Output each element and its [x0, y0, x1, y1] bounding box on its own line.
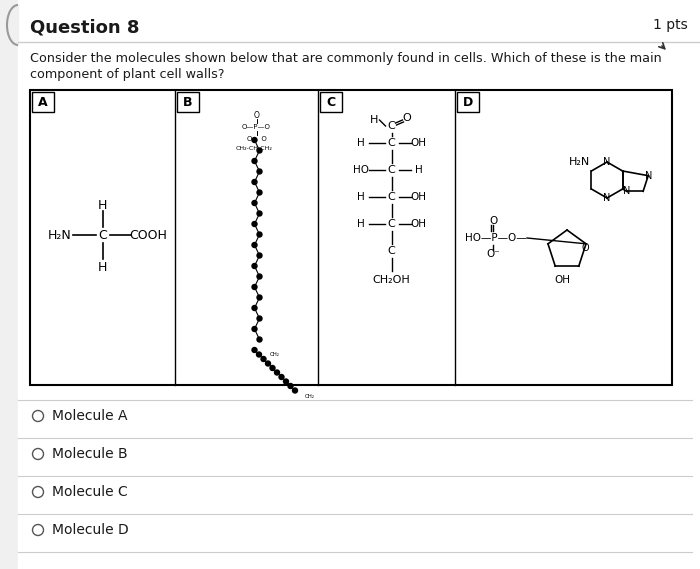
Text: Molecule B: Molecule B — [52, 447, 127, 461]
Circle shape — [274, 370, 279, 375]
Circle shape — [257, 316, 262, 321]
Text: OH: OH — [410, 138, 426, 148]
Text: C: C — [388, 165, 395, 175]
Text: Molecule A: Molecule A — [52, 409, 127, 423]
Circle shape — [256, 352, 262, 357]
Text: C: C — [388, 219, 395, 229]
Circle shape — [293, 388, 297, 393]
Circle shape — [288, 384, 293, 389]
Text: N: N — [623, 186, 631, 196]
Circle shape — [257, 337, 262, 342]
Text: C: C — [98, 229, 107, 241]
Text: H: H — [356, 138, 365, 148]
Circle shape — [261, 357, 266, 361]
Circle shape — [32, 448, 43, 460]
Bar — [457, 92, 479, 112]
Circle shape — [252, 327, 257, 332]
Bar — [30, 90, 672, 385]
Text: O—P—O: O—P—O — [242, 124, 271, 130]
Circle shape — [252, 306, 257, 311]
Text: A: A — [38, 96, 48, 109]
Text: H: H — [356, 219, 365, 229]
Text: CH₂-CH-CH₂: CH₂-CH-CH₂ — [236, 146, 273, 150]
Text: COOH: COOH — [130, 229, 167, 241]
Text: H: H — [356, 192, 365, 202]
Text: H: H — [98, 199, 107, 212]
Circle shape — [252, 348, 257, 353]
Text: O: O — [253, 110, 260, 119]
Circle shape — [257, 274, 262, 279]
Text: HO: HO — [353, 165, 368, 175]
Circle shape — [32, 486, 43, 497]
Text: C: C — [388, 121, 395, 131]
Circle shape — [257, 253, 262, 258]
Circle shape — [257, 295, 262, 300]
Bar — [320, 92, 342, 112]
Circle shape — [32, 410, 43, 422]
Text: O: O — [402, 113, 411, 123]
Text: OH: OH — [410, 192, 426, 202]
Text: O    O: O O — [246, 136, 267, 142]
Text: B: B — [183, 96, 192, 109]
Circle shape — [252, 242, 257, 248]
Circle shape — [252, 263, 257, 269]
Text: H: H — [98, 261, 107, 274]
Text: D: D — [463, 96, 473, 109]
Text: H: H — [370, 115, 379, 125]
Text: N: N — [603, 193, 610, 203]
Text: CH₂: CH₂ — [304, 394, 314, 399]
Circle shape — [252, 284, 257, 290]
Circle shape — [265, 361, 270, 366]
Bar — [32, 92, 54, 112]
Circle shape — [252, 179, 257, 184]
Circle shape — [257, 169, 262, 174]
Text: CH₂: CH₂ — [270, 353, 279, 357]
Circle shape — [252, 221, 257, 226]
Circle shape — [284, 379, 288, 384]
Text: C: C — [326, 96, 335, 109]
Text: 1 pts: 1 pts — [653, 18, 688, 32]
Text: O⁻: O⁻ — [486, 249, 500, 259]
Text: HO—P—O—: HO—P—O— — [465, 233, 526, 243]
Text: C: C — [388, 246, 395, 256]
Circle shape — [270, 365, 275, 370]
Circle shape — [257, 211, 262, 216]
Circle shape — [32, 525, 43, 535]
Text: C: C — [388, 192, 395, 202]
Text: OH: OH — [554, 275, 570, 285]
Bar — [177, 92, 199, 112]
Text: N: N — [603, 157, 610, 167]
Text: Consider the molecules shown below that are commonly found in cells. Which of th: Consider the molecules shown below that … — [30, 52, 662, 65]
Text: Question 8: Question 8 — [30, 18, 139, 36]
Circle shape — [252, 138, 257, 142]
Text: O: O — [581, 243, 589, 253]
Text: H: H — [414, 165, 422, 175]
Text: OH: OH — [410, 219, 426, 229]
Text: Molecule D: Molecule D — [52, 523, 129, 537]
Text: Molecule C: Molecule C — [52, 485, 127, 499]
Text: N: N — [645, 171, 652, 181]
Text: O: O — [489, 216, 497, 226]
Circle shape — [279, 374, 284, 380]
Circle shape — [257, 232, 262, 237]
Circle shape — [252, 159, 257, 163]
Text: component of plant cell walls?: component of plant cell walls? — [30, 68, 225, 81]
Text: C: C — [388, 138, 395, 148]
Text: H₂N: H₂N — [568, 157, 589, 167]
Circle shape — [252, 200, 257, 205]
Text: H₂N: H₂N — [48, 229, 71, 241]
Circle shape — [257, 190, 262, 195]
Circle shape — [257, 148, 262, 153]
Text: CH₂OH: CH₂OH — [372, 275, 410, 285]
